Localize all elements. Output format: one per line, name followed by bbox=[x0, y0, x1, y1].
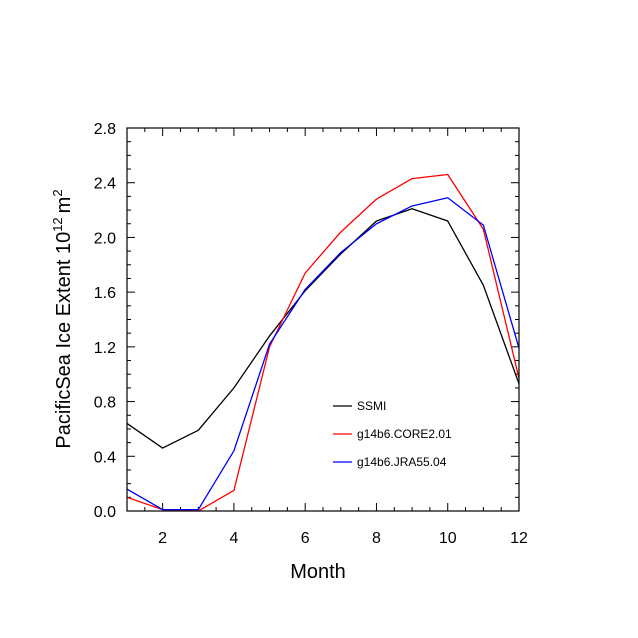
y-tick-label: 1.6 bbox=[94, 285, 116, 302]
x-tick-label: 4 bbox=[229, 530, 238, 547]
legend-label-ssmi: SSMI bbox=[357, 399, 386, 413]
y-axis-title: PacificSea Ice Extent 1012 m2 bbox=[50, 189, 75, 448]
y-tick-label: 2.4 bbox=[94, 176, 116, 193]
legend-label-core2: g14b6.CORE2.01 bbox=[357, 427, 452, 441]
x-tick-label: 8 bbox=[372, 530, 381, 547]
y-tick-label: 0.8 bbox=[94, 395, 116, 412]
y-tick-label: 1.2 bbox=[94, 340, 116, 357]
y-axis-title-unit: m bbox=[53, 197, 75, 214]
plot-frame bbox=[126, 127, 520, 512]
x-tick-labels: 2 4 6 8 10 12 bbox=[158, 530, 528, 547]
series-lines bbox=[126, 173, 520, 512]
y-tick-label: 2.0 bbox=[94, 230, 116, 247]
major-ticks bbox=[127, 127, 520, 512]
legend: SSMI g14b6.CORE2.01 g14b6.JRA55.04 bbox=[333, 399, 452, 469]
y-axis-title-main: PacificSea Ice Extent 10 bbox=[53, 232, 75, 449]
series-line-1 bbox=[126, 173, 520, 512]
x-tick-label: 12 bbox=[510, 530, 528, 547]
x-axis-title: Month bbox=[290, 561, 346, 583]
minor-ticks bbox=[127, 128, 519, 511]
x-tick-label: 6 bbox=[301, 530, 310, 547]
series-line-2 bbox=[126, 197, 520, 511]
legend-label-jra55: g14b6.JRA55.04 bbox=[357, 455, 447, 469]
y-axis-title-unit-exponent: 2 bbox=[50, 189, 65, 196]
y-tick-label: 2.8 bbox=[94, 121, 116, 138]
x-tick-label: 2 bbox=[158, 530, 167, 547]
y-tick-label: 0.4 bbox=[94, 449, 116, 466]
x-tick-label: 10 bbox=[439, 530, 457, 547]
y-tick-label: 0.0 bbox=[94, 504, 116, 521]
series-line-0 bbox=[126, 208, 520, 449]
y-axis-title-exponent: 12 bbox=[50, 217, 65, 231]
y-tick-labels: 0.0 0.4 0.8 1.2 1.6 2.0 2.4 2.8 bbox=[94, 121, 116, 521]
